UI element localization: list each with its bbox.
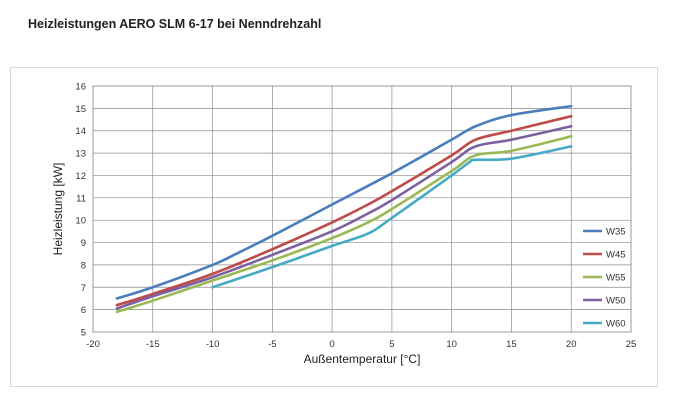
x-tick-label: -15: [146, 339, 160, 350]
x-tick-label: 5: [389, 339, 394, 350]
y-tick-label: 12: [75, 171, 86, 182]
x-tick-label: 20: [566, 339, 577, 350]
y-tick-label: 7: [81, 283, 86, 294]
x-axis-title: Außentemperatur [°C]: [304, 352, 421, 366]
y-tick-label: 8: [81, 260, 86, 271]
y-axis-title: Heizleistung [kW]: [51, 163, 65, 256]
series-lines: [115, 104, 573, 314]
y-tick-label: 14: [75, 126, 86, 137]
plot-area-border: [92, 85, 632, 333]
series-line-w45: [115, 114, 573, 307]
chart-frame: [10, 67, 658, 387]
x-tick-label: 25: [626, 339, 637, 350]
x-tick-label: 10: [446, 339, 457, 350]
legend-label-w50: W50: [606, 296, 626, 307]
x-tick-labels: -20 -15 -10 -5 0 5 10 15 20 25: [86, 339, 636, 350]
legend: W35 W45 W55 W50 W60: [583, 227, 626, 330]
page-title: Heizleistungen AERO SLM 6-17 bei Nenndre…: [28, 17, 322, 31]
series-line-w55: [115, 135, 573, 314]
y-tick-label: 9: [81, 238, 86, 249]
y-tick-label: 10: [75, 216, 86, 227]
x-tick-label: -20: [86, 339, 100, 350]
y-tick-label: 5: [81, 328, 86, 339]
x-tick-label: 0: [329, 339, 334, 350]
legend-label-w60: W60: [606, 319, 626, 330]
legend-label-w55: W55: [606, 273, 626, 284]
y-tick-label: 16: [75, 82, 86, 93]
y-tick-label: 11: [76, 193, 86, 204]
x-tick-label: -10: [206, 339, 220, 350]
y-tick-label: 13: [75, 149, 86, 160]
x-tick-label: -5: [268, 339, 276, 350]
legend-label-w45: W45: [606, 250, 626, 261]
y-tick-label: 15: [75, 104, 86, 115]
x-tick-label: 15: [506, 339, 517, 350]
series-line-w35: [115, 104, 573, 300]
series-line-w50: [115, 124, 573, 310]
y-tick-label: 6: [81, 305, 86, 316]
series-line-w60: [211, 145, 573, 289]
y-tick-labels: 5 6 7 8 9 10 11 12 13 14 15 16: [75, 82, 86, 339]
legend-label-w35: W35: [606, 227, 626, 238]
